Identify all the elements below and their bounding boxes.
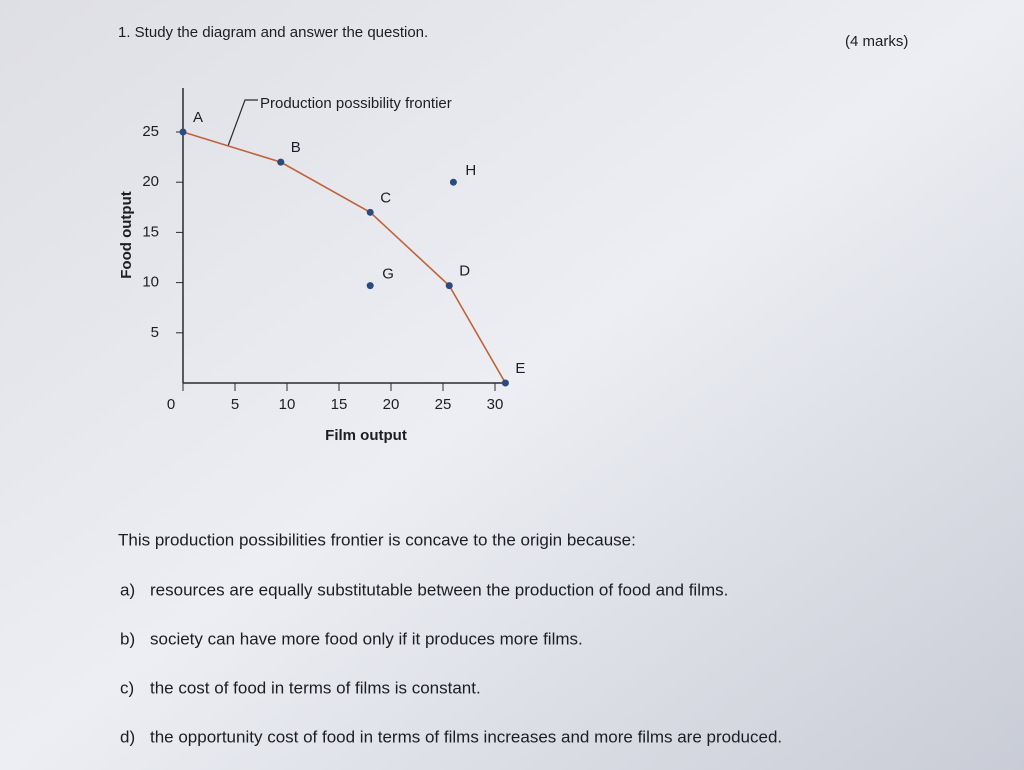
y-tick-label: 25 [142,123,159,140]
x-tick-label: 0 [167,396,175,413]
y-tick-label: 20 [142,173,159,190]
point [449,178,457,186]
option-letter: b) [120,629,135,648]
point-label: G [382,266,394,283]
x-tick-label: 10 [279,396,296,413]
point-label: H [465,162,476,179]
annotation-pointer [227,99,258,147]
point [179,128,187,136]
y-tick-label: 15 [142,223,159,240]
x-axis-label: Film output [325,427,407,444]
annotation: Production possibility frontier [260,95,452,112]
option-letter: a) [120,580,135,599]
y-tick-label: 5 [151,324,159,341]
marks: (4 marks) [845,33,908,50]
x-tick-label: 30 [487,396,504,413]
y-tick-label: 10 [142,274,159,291]
option-letter: c) [120,678,134,697]
instruction: 1. Study the diagram and answer the ques… [118,24,428,41]
point-label: B [291,139,301,156]
y-axis-label: Food output [118,191,135,278]
point-label: C [380,189,391,206]
question-stem: This production possibilities frontier i… [118,530,636,549]
point [277,158,285,166]
point [366,282,374,290]
point-label: A [193,109,203,126]
x-tick-label: 25 [435,396,452,413]
point-label: E [515,360,525,377]
option-text: the cost of food in terms of films is co… [150,678,481,697]
option-letter: d) [120,727,135,746]
x-tick-label: 20 [383,396,400,413]
point [445,282,453,290]
x-tick-label: 15 [331,396,348,413]
point-label: D [459,263,470,280]
x-tick-label: 5 [231,396,239,413]
option-text: the opportunity cost of food in terms of… [150,727,782,746]
option-text: resources are equally substitutable betw… [150,580,728,599]
point [366,208,374,216]
option-text: society can have more food only if it pr… [150,629,583,648]
point [501,379,509,387]
